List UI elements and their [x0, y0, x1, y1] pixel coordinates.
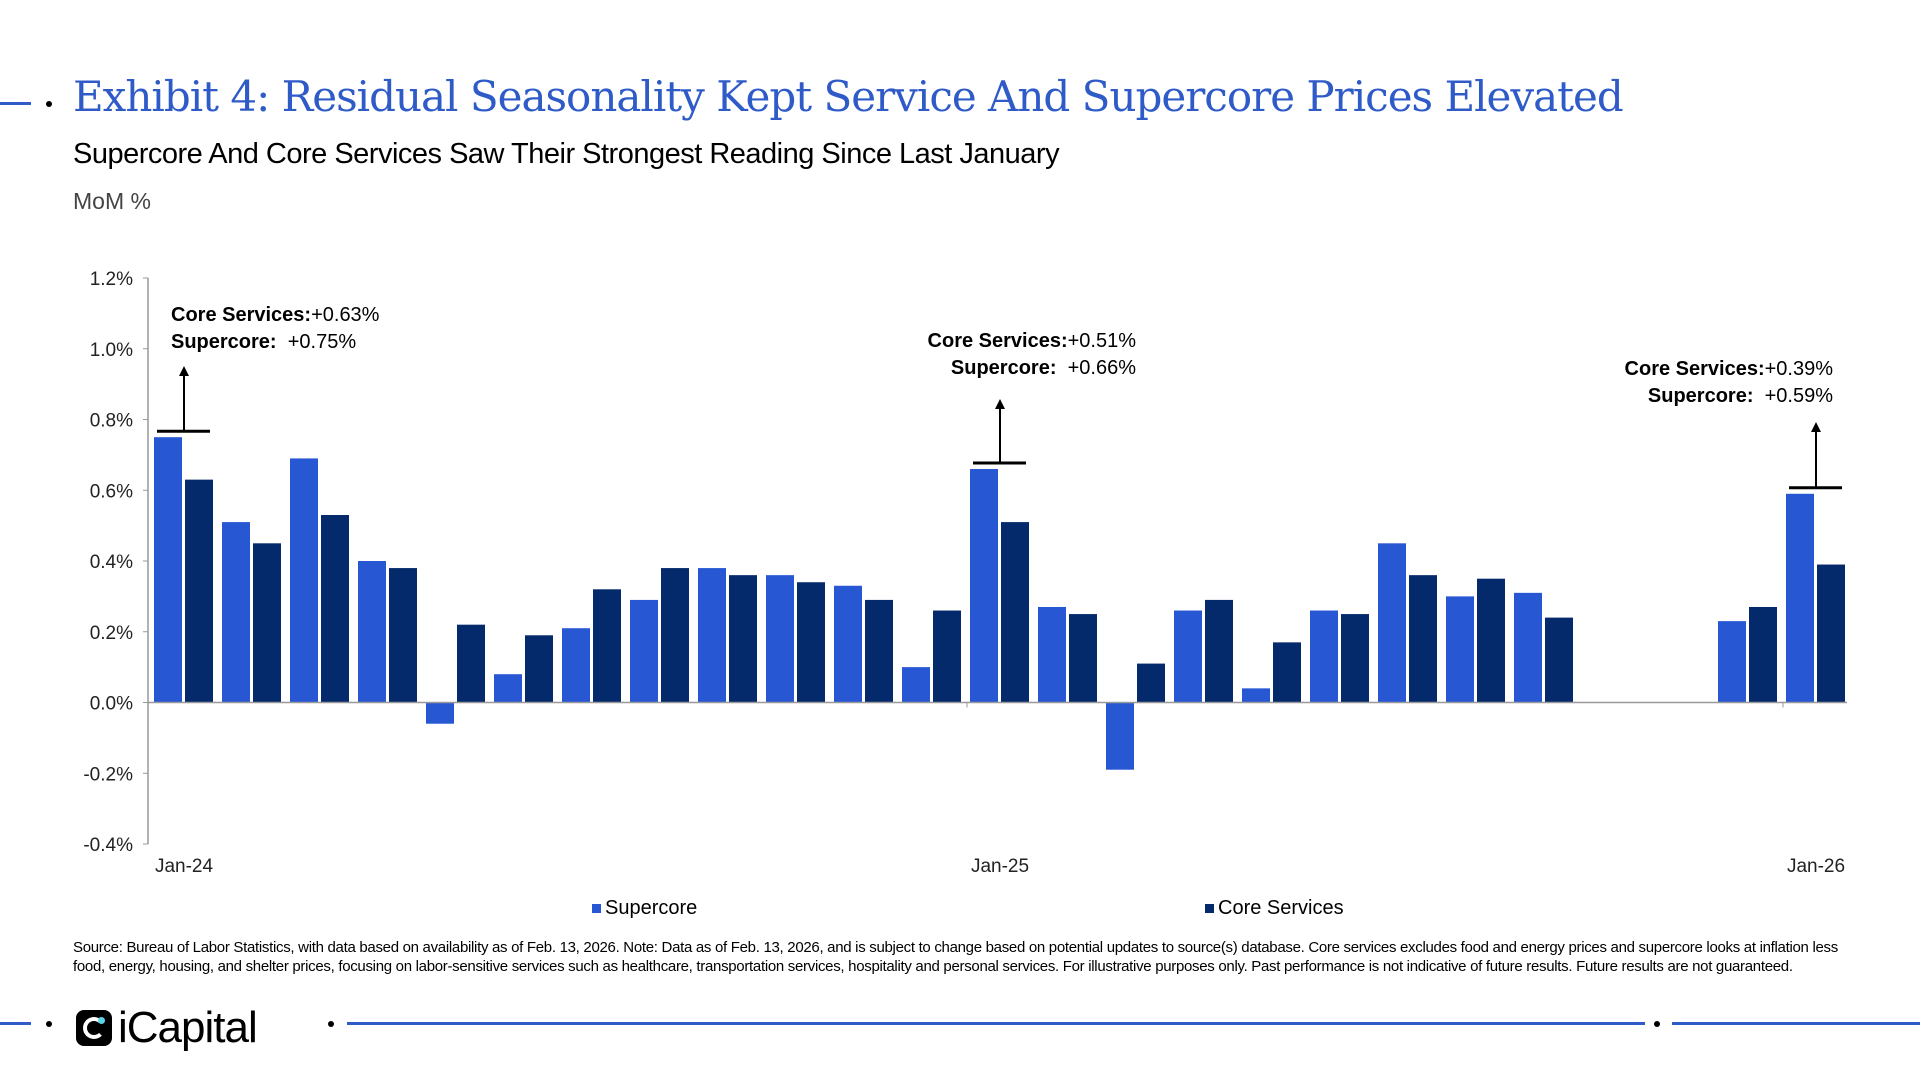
- supercore-bar-Jul-24: [562, 628, 590, 703]
- annotation-core-label: Core Services:: [171, 304, 312, 326]
- arrow-up-icon: [1811, 422, 1821, 432]
- annotation-core-value: +0.51%: [1067, 330, 1136, 352]
- core-services-bar-Jan-25: [1001, 522, 1029, 703]
- footer-rule: [1672, 1022, 1920, 1025]
- core-services-bar-Oct-24: [797, 582, 825, 703]
- annotation-super-value: +0.66%: [1067, 357, 1136, 379]
- core-services-bar-Mar-24: [321, 515, 349, 703]
- annotation-super-value: +0.59%: [1764, 385, 1833, 407]
- annotation-super-label: Supercore:: [171, 331, 277, 353]
- core-services-bar-Jul-24: [593, 589, 621, 703]
- y-tick-label: -0.4%: [83, 835, 133, 856]
- supercore-bar-Dec-25: [1718, 621, 1746, 703]
- arrow-up-icon: [179, 366, 189, 376]
- y-tick-label: 0.2%: [90, 623, 133, 644]
- unit-label: MoM %: [73, 188, 151, 214]
- legend-label: Supercore: [605, 897, 698, 919]
- header-accent-dot: [46, 101, 52, 107]
- annotation-jan-25: Core Services:+0.51% Supercore: +0.66%: [923, 328, 1136, 382]
- core-services-bar-Jun-25: [1341, 614, 1369, 703]
- annotation-core-value: +0.63%: [311, 304, 380, 326]
- supercore-bar-May-24: [426, 702, 454, 724]
- supercore-bar-Aug-25: [1446, 596, 1474, 703]
- core-services-bar-Feb-24: [253, 543, 281, 703]
- footer-accent-dash: [0, 1022, 31, 1025]
- y-tick-label: 0.4%: [90, 552, 133, 573]
- core-services-bar-Aug-24: [661, 568, 689, 703]
- footer-dot: [1654, 1021, 1660, 1027]
- supercore-bar-Feb-25: [1038, 606, 1066, 703]
- logo-text: iCapital: [118, 1003, 258, 1052]
- legend-swatch-core-services: [1205, 904, 1214, 913]
- core-services-bar-Apr-25: [1205, 599, 1233, 703]
- footer-dot: [328, 1021, 334, 1027]
- header-accent-dash: [0, 102, 31, 105]
- core-services-bar-Mar-25: [1137, 663, 1165, 703]
- supercore-bar-Jan-24: [154, 437, 182, 703]
- y-tick-label: 0.6%: [90, 481, 133, 502]
- supercore-bar-Nov-24: [834, 585, 862, 703]
- legend-item-core-services: Core Services: [1205, 897, 1344, 920]
- icapital-logo: iCapital: [76, 1003, 258, 1053]
- footer-accent-dot: [46, 1021, 52, 1027]
- page-title: Exhibit 4: Residual Seasonality Kept Ser…: [73, 72, 1624, 121]
- x-tick-label: Jan-25: [971, 856, 1029, 877]
- page-subtitle: Supercore And Core Services Saw Their St…: [73, 138, 1060, 170]
- core-services-bar-May-25: [1273, 642, 1301, 703]
- core-services-bar-Jan-24: [185, 479, 213, 703]
- core-services-bar-Dec-24: [933, 610, 961, 703]
- y-tick-label: 0.0%: [90, 694, 133, 715]
- core-services-bar-Sep-25: [1545, 617, 1573, 703]
- supercore-bar-Jan-26: [1786, 493, 1814, 703]
- core-services-bar-Jan-26: [1817, 564, 1845, 703]
- y-tick-label: 1.0%: [90, 340, 133, 361]
- supercore-bar-Apr-25: [1174, 610, 1202, 703]
- core-services-bar-Apr-24: [389, 568, 417, 703]
- supercore-bar-Sep-25: [1514, 592, 1542, 703]
- x-tick-label: Jan-26: [1787, 856, 1845, 877]
- supercore-bar-Apr-24: [358, 561, 386, 703]
- annotation-super-label: Supercore:: [1647, 385, 1754, 407]
- core-services-bar-Sep-24: [729, 575, 757, 703]
- supercore-bar-Oct-24: [766, 575, 794, 703]
- annotation-super-value: +0.75%: [287, 331, 357, 353]
- supercore-bar-Mar-24: [290, 458, 318, 703]
- core-services-bar-Jun-24: [525, 635, 553, 703]
- supercore-bar-Jun-24: [494, 674, 522, 703]
- supercore-bar-Sep-24: [698, 568, 726, 703]
- core-services-bar-Dec-25: [1749, 606, 1777, 703]
- x-tick-label: Jan-24: [155, 856, 214, 877]
- supercore-bar-Jun-25: [1310, 610, 1338, 703]
- supercore-bar-Jul-25: [1378, 543, 1406, 703]
- y-tick-label: -0.2%: [83, 764, 133, 785]
- annotation-super-label: Supercore:: [950, 357, 1057, 379]
- annotation-core-label: Core Services:: [927, 330, 1068, 352]
- core-services-bar-Aug-25: [1477, 578, 1505, 703]
- supercore-bar-Mar-25: [1106, 702, 1134, 770]
- supercore-bar-Feb-24: [222, 522, 250, 703]
- core-services-bar-May-24: [457, 624, 485, 703]
- supercore-bar-Jan-25: [970, 469, 998, 703]
- icapital-logo-icon: [76, 1010, 112, 1046]
- y-tick-label: 1.2%: [90, 269, 133, 290]
- core-services-bar-Feb-25: [1069, 614, 1097, 703]
- footer-rule: [347, 1022, 1645, 1025]
- source-footnote: Source: Bureau of Labor Statistics, with…: [73, 939, 1838, 975]
- legend-swatch-supercore: [592, 904, 601, 913]
- annotation-jan-24: Core Services:+0.63% Supercore: +0.75%: [171, 302, 379, 356]
- y-tick-label: 0.8%: [90, 411, 133, 432]
- core-services-bar-Jul-25: [1409, 575, 1437, 703]
- supercore-bar-Dec-24: [902, 667, 930, 703]
- annotation-jan-26: Core Services:+0.39% Supercore: +0.59%: [1600, 356, 1833, 410]
- legend-item-supercore: Supercore: [592, 897, 697, 920]
- annotation-core-label: Core Services:: [1624, 358, 1765, 380]
- annotation-core-value: +0.39%: [1764, 358, 1833, 380]
- supercore-bar-Aug-24: [630, 599, 658, 703]
- arrow-up-icon: [995, 399, 1005, 409]
- core-services-bar-Nov-24: [865, 599, 893, 703]
- supercore-bar-May-25: [1242, 688, 1270, 703]
- legend-label: Core Services: [1218, 897, 1344, 919]
